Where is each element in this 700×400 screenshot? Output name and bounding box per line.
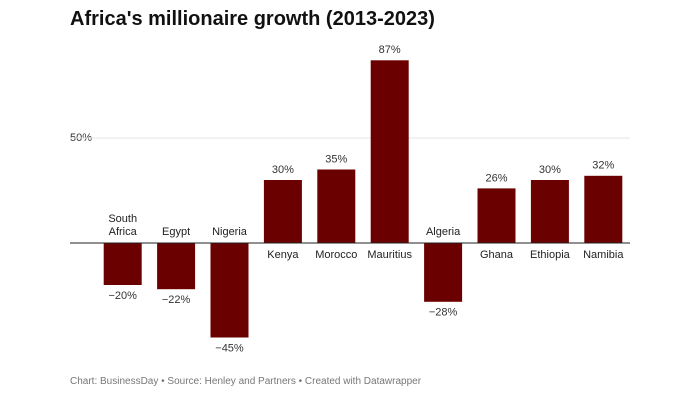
x-tick-label: Kenya [267, 249, 299, 261]
x-tick-label: Egypt [162, 226, 191, 238]
value-label: −28% [429, 307, 458, 319]
x-tick-label: Algeria [425, 226, 461, 238]
bar [530, 180, 569, 243]
value-label: 32% [592, 160, 614, 172]
value-label: 87% [379, 44, 401, 56]
value-label: 35% [325, 153, 347, 165]
bar [424, 243, 463, 302]
x-tick-label: Namibia [583, 249, 624, 261]
bar [584, 175, 623, 243]
bar [210, 243, 249, 338]
bar [317, 169, 356, 243]
value-label: 30% [272, 164, 294, 176]
value-label: −22% [162, 294, 191, 306]
source-note: Chart: BusinessDay • Source: Henley and … [70, 376, 422, 387]
bar [477, 188, 516, 243]
bar [370, 60, 409, 243]
bar [263, 180, 302, 243]
value-label: −45% [215, 342, 244, 354]
x-tick-label: Ethiopia [530, 249, 570, 261]
value-label: −20% [108, 290, 137, 302]
x-tick-label: South Africa [108, 213, 138, 238]
chart-title: Africa's millionaire growth (2013-2023) [70, 8, 435, 30]
value-label: 30% [539, 164, 561, 176]
bar [157, 243, 196, 290]
x-tick-label: Morocco [315, 249, 358, 261]
bar [103, 243, 142, 285]
x-tick-label: Ghana [479, 249, 514, 261]
x-tick-label: Nigeria [212, 226, 247, 238]
value-label: 26% [485, 172, 507, 184]
x-tick-label: Mauritius [367, 249, 412, 261]
